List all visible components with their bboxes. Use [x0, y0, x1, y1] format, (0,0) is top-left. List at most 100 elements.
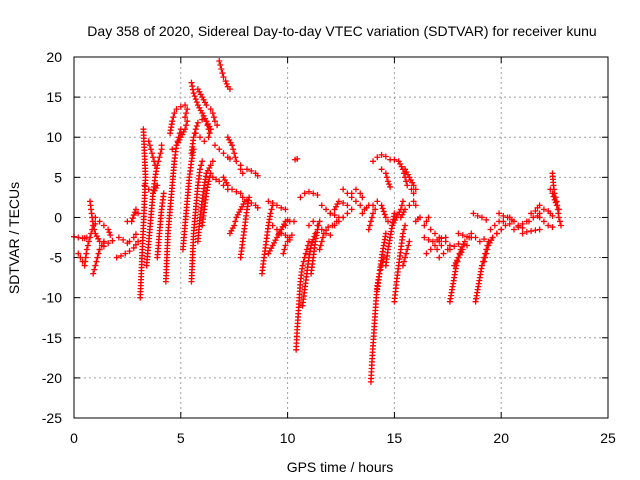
data-point	[427, 246, 434, 253]
data-point	[91, 266, 98, 273]
data-point	[417, 214, 424, 221]
series-arc-36	[265, 198, 289, 213]
y-axis-label: SDTVAR / TECUs	[6, 182, 22, 294]
data-point	[549, 212, 556, 219]
data-point	[92, 262, 99, 269]
y-tick-label: 15	[46, 89, 62, 105]
data-point	[233, 158, 240, 165]
data-point	[294, 155, 301, 162]
data-point	[506, 220, 513, 227]
data-point	[105, 226, 112, 233]
data-point	[231, 222, 238, 229]
data-point	[423, 250, 430, 257]
data-point	[489, 234, 496, 241]
data-point	[382, 214, 389, 221]
data-point	[528, 228, 535, 235]
data-point	[190, 90, 197, 97]
data-point	[496, 210, 503, 217]
series-arc-62	[391, 222, 409, 305]
data-point	[382, 170, 389, 177]
data-point	[558, 222, 565, 229]
data-point	[370, 158, 377, 165]
data-point	[519, 220, 526, 227]
grid	[74, 57, 608, 418]
y-tick-label: -25	[42, 410, 62, 426]
data-point	[205, 134, 212, 141]
series-arc-30	[224, 134, 244, 173]
data-point	[366, 222, 373, 229]
data-point	[410, 198, 417, 205]
data-point	[160, 190, 167, 197]
data-point	[248, 200, 255, 207]
data-point	[177, 103, 184, 110]
data-point	[540, 206, 547, 213]
series-arc-23	[192, 126, 214, 145]
series-arc-54	[365, 206, 379, 233]
data-point	[404, 246, 411, 253]
data-point	[319, 234, 326, 241]
data-point	[130, 244, 137, 251]
series-arc-17	[169, 118, 191, 153]
data-point	[205, 178, 212, 185]
data-point	[482, 254, 489, 261]
data-point	[237, 190, 244, 197]
data-point	[384, 218, 391, 225]
series-arc-06	[96, 237, 116, 253]
data-point	[211, 118, 218, 125]
data-point	[199, 116, 206, 123]
series-arc-66	[399, 238, 413, 269]
data-point	[90, 270, 97, 277]
y-tick-label: -15	[42, 330, 62, 346]
data-point	[190, 134, 197, 141]
data-point	[551, 196, 558, 203]
data-point	[232, 218, 239, 225]
series-arc-93	[547, 186, 562, 213]
data-point	[540, 218, 547, 225]
data-point	[183, 110, 190, 117]
data-point	[399, 230, 406, 237]
data-point	[254, 204, 261, 211]
data-point	[344, 210, 351, 217]
y-tick-label: 20	[46, 49, 62, 65]
data-point	[553, 202, 560, 209]
data-point	[476, 238, 483, 245]
data-point	[303, 246, 310, 253]
data-point	[75, 234, 82, 241]
data-point	[310, 218, 317, 225]
series-arc-25	[199, 170, 214, 229]
series-arc-72	[434, 238, 449, 253]
data-point	[427, 226, 434, 233]
data-point	[340, 186, 347, 193]
data-point	[410, 182, 417, 189]
data-point	[384, 178, 391, 185]
data-point	[511, 218, 518, 225]
data-point	[184, 106, 191, 113]
data-point	[197, 166, 204, 173]
data-point	[223, 80, 230, 87]
data-point	[344, 202, 351, 209]
series-arc-12	[143, 142, 165, 269]
data-point	[403, 178, 410, 185]
x-tick-label: 25	[600, 430, 616, 446]
data-point	[276, 230, 283, 237]
data-point	[217, 62, 224, 69]
data-point	[171, 110, 178, 117]
data-point	[425, 236, 432, 243]
data-point	[461, 238, 468, 245]
data-point	[515, 224, 522, 231]
data-point	[209, 174, 216, 181]
data-point	[226, 155, 233, 162]
data-point	[374, 198, 381, 205]
series-arc-78	[468, 230, 488, 245]
data-point	[431, 230, 438, 237]
series-arc-63	[395, 158, 417, 197]
data-point	[327, 210, 334, 217]
data-point	[230, 146, 237, 153]
data-point	[399, 198, 406, 205]
data-point	[191, 93, 198, 100]
y-tick-label: -5	[50, 250, 63, 266]
data-point	[402, 254, 409, 261]
data-point	[370, 210, 377, 217]
plot-frame	[73, 56, 609, 419]
data-point	[244, 196, 251, 203]
